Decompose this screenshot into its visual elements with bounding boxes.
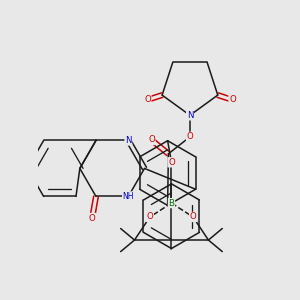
Text: O: O [148,135,155,144]
Text: O: O [190,212,196,221]
Text: B: B [169,199,175,208]
Text: O: O [89,214,95,223]
Text: O: O [144,95,151,104]
Text: O: O [187,132,193,141]
Text: O: O [229,95,236,104]
Text: N: N [125,136,132,145]
Text: NH: NH [123,192,134,201]
Text: N: N [187,111,193,120]
Text: O: O [168,158,175,167]
Text: O: O [146,212,153,221]
